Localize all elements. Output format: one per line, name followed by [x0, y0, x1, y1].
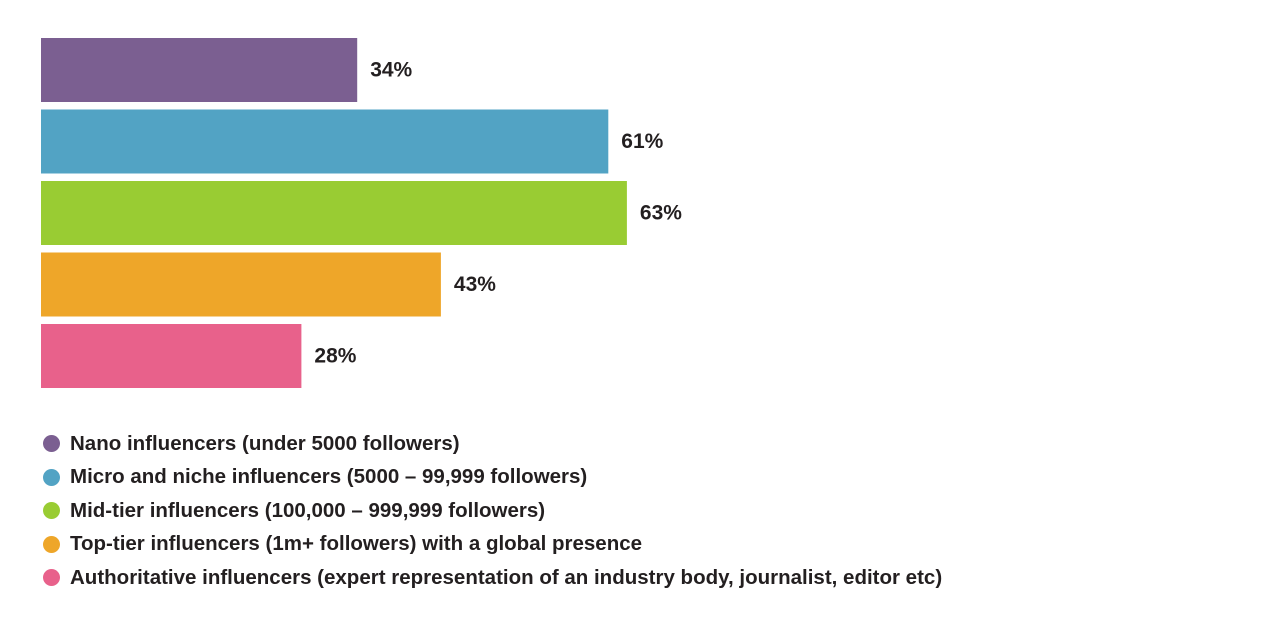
legend-item: Top-tier influencers (1m+ followers) wit…	[43, 528, 942, 562]
bar	[41, 181, 627, 245]
legend-label: Top-tier influencers (1m+ followers) wit…	[70, 532, 643, 556]
legend-swatch	[43, 569, 60, 587]
legend-item: Nano influencers (under 5000 followers)	[43, 427, 942, 461]
bar	[41, 252, 441, 317]
legend-swatch	[43, 435, 60, 453]
chart-legend: Nano influencers (under 5000 followers) M…	[43, 427, 942, 595]
legend-label: Authoritative influencers (expert repres…	[70, 565, 943, 589]
legend-item: Authoritative influencers (expert repres…	[43, 561, 942, 595]
bar-value-label: 43%	[454, 273, 496, 296]
legend-item: Micro and niche influencers (5000 – 99,9…	[43, 461, 942, 495]
bar-value-label: 34%	[370, 59, 412, 82]
legend-label: Mid-tier influencers (100,000 – 999,999 …	[70, 498, 546, 522]
bar-value-label: 28%	[314, 345, 356, 368]
bar-value-label: 61%	[621, 130, 663, 153]
bar	[41, 38, 358, 102]
legend-swatch	[43, 468, 60, 486]
legend-swatch	[43, 502, 60, 520]
legend-label: Micro and niche influencers (5000 – 99,9…	[70, 465, 588, 489]
legend-label: Nano influencers (under 5000 followers)	[70, 431, 460, 455]
legend-item: Mid-tier influencers (100,000 – 999,999 …	[43, 494, 942, 528]
bar-value-label: 63%	[640, 202, 682, 225]
bar	[41, 109, 609, 174]
bar-chart: 34% 61% 63% 43% 28%	[41, 38, 682, 388]
legend-swatch	[43, 535, 60, 553]
bar	[41, 324, 302, 388]
